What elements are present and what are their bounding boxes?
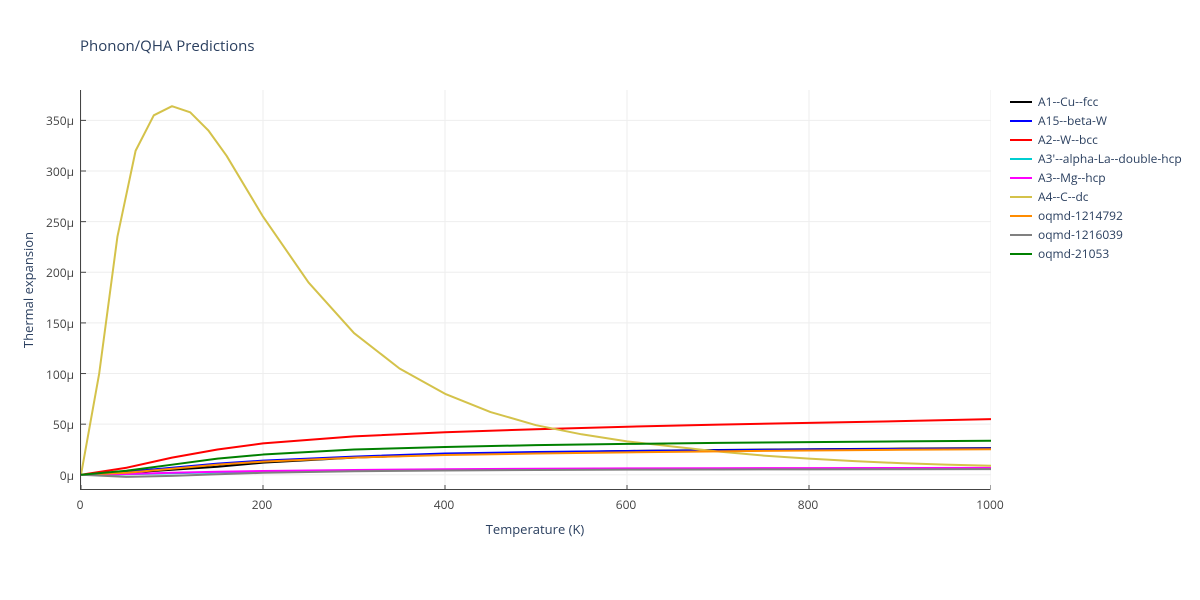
plot-svg xyxy=(81,90,991,490)
x-tick-label: 200 xyxy=(247,496,277,513)
series-line[interactable] xyxy=(81,106,991,475)
legend-label: A3'--alpha-La--double-hcp xyxy=(1038,150,1182,167)
legend-swatch xyxy=(1010,177,1032,179)
y-tick-label: 350μ xyxy=(46,112,74,129)
legend-item[interactable]: A15--beta-W xyxy=(1010,111,1182,130)
legend-item[interactable]: oqmd-1216039 xyxy=(1010,225,1182,244)
legend-item[interactable]: A3'--alpha-La--double-hcp xyxy=(1010,149,1182,168)
legend-swatch xyxy=(1010,196,1032,198)
x-axis-label: Temperature (K) xyxy=(80,520,990,538)
y-tick-label: 150μ xyxy=(46,315,74,332)
legend-swatch xyxy=(1010,253,1032,255)
legend-label: A1--Cu--fcc xyxy=(1038,93,1098,110)
y-tick-label: 200μ xyxy=(46,264,74,281)
legend-label: A3--Mg--hcp xyxy=(1038,169,1106,186)
legend-swatch xyxy=(1010,234,1032,236)
legend-label: oqmd-1214792 xyxy=(1038,207,1123,224)
legend-label: A2--W--bcc xyxy=(1038,131,1098,148)
legend-item[interactable]: A2--W--bcc xyxy=(1010,130,1182,149)
legend: A1--Cu--fcc A15--beta-W A2--W--bcc A3'--alp… xyxy=(1010,92,1182,263)
x-tick-label: 0 xyxy=(65,496,95,513)
legend-item[interactable]: A4--C--dc xyxy=(1010,187,1182,206)
x-tick-label: 1000 xyxy=(975,496,1005,513)
legend-swatch xyxy=(1010,139,1032,141)
legend-swatch xyxy=(1010,215,1032,217)
legend-label: oqmd-1216039 xyxy=(1038,226,1123,243)
legend-item[interactable]: A1--Cu--fcc xyxy=(1010,92,1182,111)
legend-label: A15--beta-W xyxy=(1038,112,1107,129)
legend-item[interactable]: oqmd-21053 xyxy=(1010,244,1182,263)
legend-swatch xyxy=(1010,158,1032,160)
x-tick-label: 800 xyxy=(793,496,823,513)
y-tick-label: 0μ xyxy=(60,467,74,484)
legend-label: A4--C--dc xyxy=(1038,188,1089,205)
legend-swatch xyxy=(1010,120,1032,122)
legend-label: oqmd-21053 xyxy=(1038,245,1109,262)
chart-container: Phonon/QHA Predictions 0 200 400 600 800 1000… xyxy=(0,0,1200,600)
x-tick-label: 400 xyxy=(429,496,459,513)
x-tick-label: 600 xyxy=(611,496,641,513)
y-axis-label: Thermal expansion xyxy=(18,90,38,490)
plot-area[interactable] xyxy=(80,90,990,490)
y-tick-label: 50μ xyxy=(53,416,74,433)
legend-item[interactable]: A3--Mg--hcp xyxy=(1010,168,1182,187)
y-tick-label: 250μ xyxy=(46,214,74,231)
legend-item[interactable]: oqmd-1214792 xyxy=(1010,206,1182,225)
y-tick-label: 300μ xyxy=(46,163,74,180)
y-tick-label: 100μ xyxy=(46,366,74,383)
chart-title: Phonon/QHA Predictions xyxy=(80,36,255,56)
legend-swatch xyxy=(1010,101,1032,103)
